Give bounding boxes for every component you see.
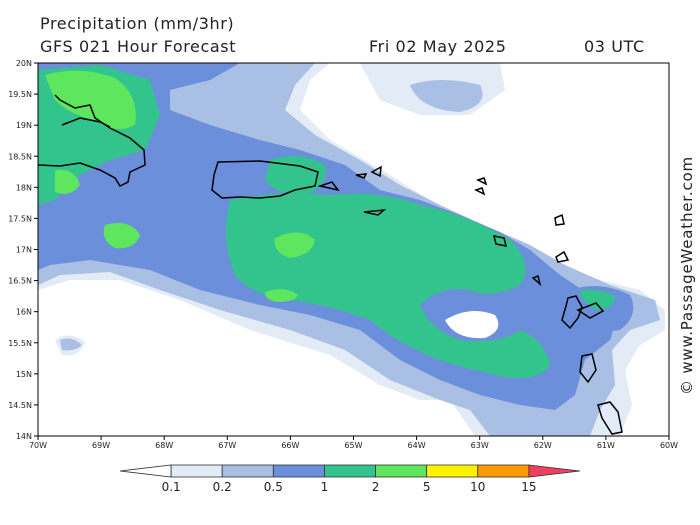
- lat-label: 20N: [16, 59, 32, 68]
- lat-label: 15.5N: [8, 339, 32, 348]
- lon-label: 66W: [281, 441, 299, 450]
- credit-label: © www.PassageWeather.com: [678, 156, 696, 395]
- legend-label: 2: [372, 480, 380, 494]
- lon-label: 69W: [92, 441, 110, 450]
- lon-label: 61W: [597, 441, 615, 450]
- legend-label: 5: [423, 480, 431, 494]
- legend-swatch: [272, 464, 325, 478]
- legend-swatch: [324, 464, 376, 478]
- legend-label: 1: [321, 480, 329, 494]
- legend-swatch: [170, 464, 223, 478]
- lat-label: 18N: [16, 183, 32, 192]
- legend-swatch: [375, 464, 428, 478]
- lon-label: 70W: [29, 441, 47, 450]
- precipitation-field: [38, 63, 665, 436]
- legend-label: 10: [470, 480, 485, 494]
- lon-label: 63W: [471, 441, 489, 450]
- legend-swatch: [528, 464, 581, 478]
- legend-swatch: [119, 464, 172, 478]
- legend-label: 0.1: [162, 480, 181, 494]
- lat-label: 18.5N: [8, 152, 32, 161]
- longitude-axis: 70W 69W 68W 67W 66W 65W 64W 63W 62W 61W 60W: [29, 436, 678, 450]
- lat-label: 19.5N: [8, 90, 32, 99]
- lat-label: 15N: [16, 370, 32, 379]
- lon-label: 64W: [408, 441, 426, 450]
- legend-label: 0.2: [213, 480, 232, 494]
- latitude-axis: 20N 19.5N 19N 18.5N 18N 17.5N 17N 16.5N 16N 15.5N…: [8, 59, 38, 441]
- legend-swatch: [477, 464, 530, 478]
- legend-label: 15: [521, 480, 536, 494]
- legend-label: 0.5: [264, 480, 283, 494]
- forecast-subtitle: GFS 021 Hour Forecast: [40, 37, 237, 56]
- lat-label: 14N: [16, 432, 32, 441]
- coastlines: [38, 94, 623, 435]
- lat-label: 19N: [16, 121, 32, 130]
- lon-label: 67W: [218, 441, 236, 450]
- forecast-date: Fri 02 May 2025: [369, 37, 507, 56]
- lon-label: 60W: [660, 441, 678, 450]
- lat-label: 17N: [16, 246, 32, 255]
- lon-label: 65W: [344, 441, 362, 450]
- lon-label: 68W: [155, 441, 173, 450]
- lon-label: 62W: [534, 441, 552, 450]
- lat-label: 16.5N: [8, 277, 32, 286]
- legend-swatch: [221, 464, 274, 478]
- color-legend: 0.1 0.2 0.5 1 2 5 10 15: [119, 464, 581, 494]
- forecast-time: 03 UTC: [584, 37, 645, 56]
- lat-label: 14.5N: [8, 401, 32, 410]
- lat-label: 16N: [16, 308, 32, 317]
- lat-label: 17.5N: [8, 214, 32, 223]
- legend-swatch: [426, 464, 479, 478]
- map-title: Precipitation (mm/3hr): [40, 14, 235, 33]
